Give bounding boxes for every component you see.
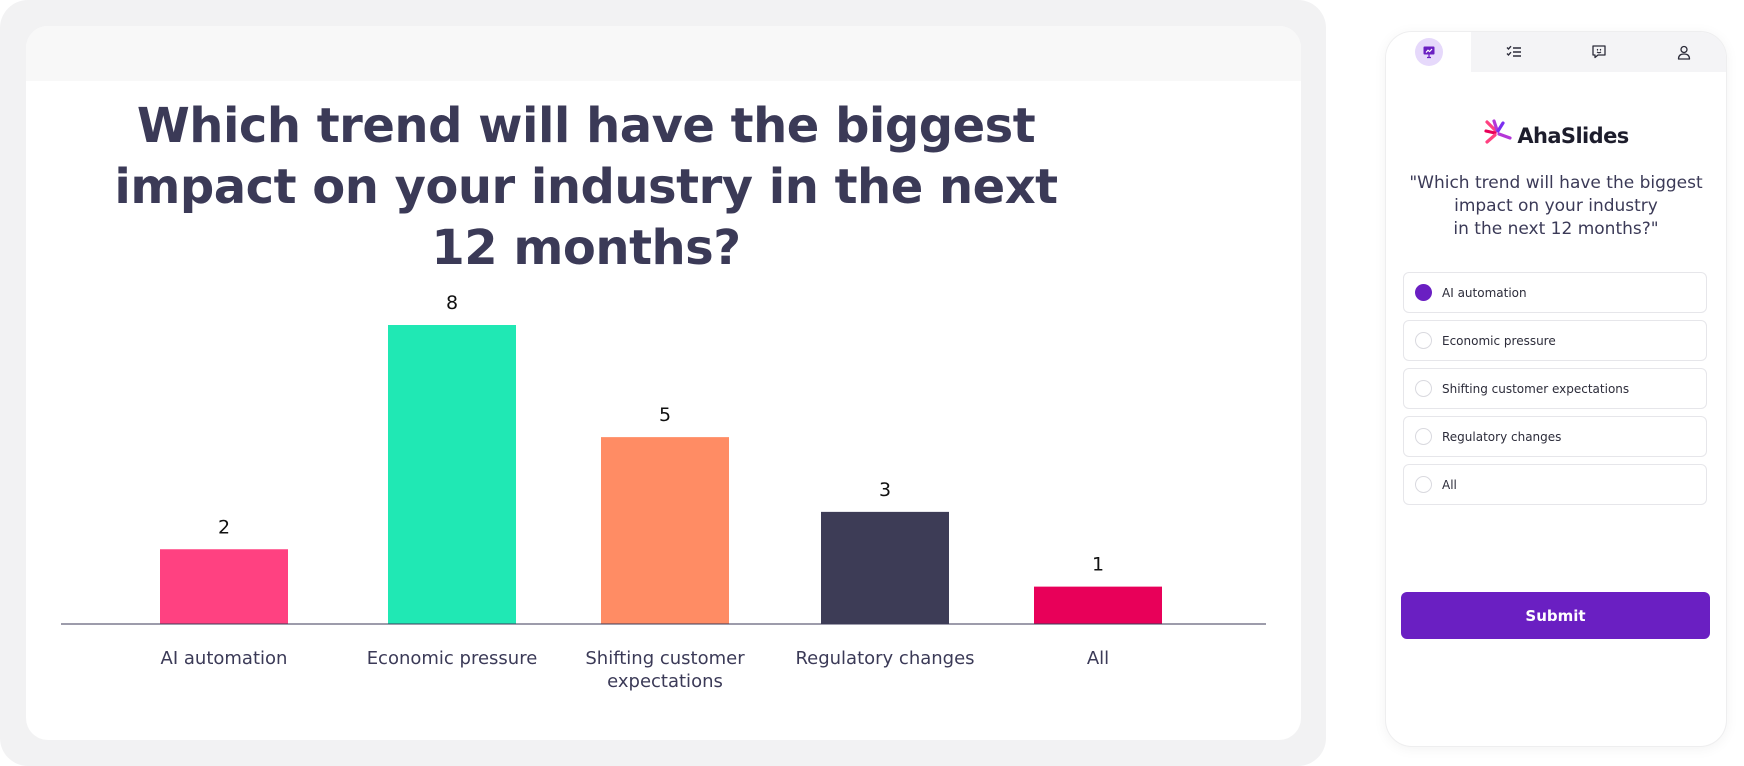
option-regulatory-changes[interactable]: Regulatory changes: [1403, 416, 1707, 457]
phone-question-line: "Which trend will have the biggest: [1409, 173, 1703, 193]
option-label: AI automation: [1442, 285, 1527, 300]
option-label: All: [1442, 477, 1457, 492]
slide-header-bar: [26, 26, 1301, 81]
phone-question-line: in the next 12 months?": [1453, 219, 1659, 239]
radio-unselected[interactable]: [1415, 332, 1432, 349]
chat-icon: [1585, 38, 1613, 66]
option-label: Regulatory changes: [1442, 429, 1562, 444]
bar-value-label: 2: [218, 516, 230, 538]
radio-unselected[interactable]: [1415, 476, 1432, 493]
category-label: AI automation: [161, 648, 288, 669]
bar-value-label: 8: [446, 292, 458, 314]
phone-question: "Which trend will have the biggest impac…: [1406, 172, 1706, 241]
brand-logo: AhaSlides: [1386, 118, 1726, 153]
chat-tab[interactable]: [1556, 32, 1641, 72]
answer-options: AI automation Economic pressure Shifting…: [1403, 272, 1707, 512]
option-all[interactable]: All: [1403, 464, 1707, 505]
phone-question-line: impact on your industry: [1454, 196, 1658, 216]
bar-all: [1034, 586, 1162, 624]
checklist-icon: [1500, 38, 1528, 66]
bar-economic-pressure: [388, 325, 516, 624]
radio-selected[interactable]: [1415, 284, 1432, 301]
user-icon: [1670, 38, 1698, 66]
brand-name: AhaSlides: [1517, 123, 1629, 148]
bar-value-label: 3: [879, 479, 891, 501]
presentation-tab[interactable]: [1386, 32, 1471, 72]
category-label: Regulatory changes: [795, 648, 974, 669]
option-ai-automation[interactable]: AI automation: [1403, 272, 1707, 313]
checklist-tab[interactable]: [1471, 32, 1556, 72]
option-label: Shifting customer expectations: [1442, 381, 1630, 396]
option-label: Economic pressure: [1442, 333, 1556, 348]
submit-button[interactable]: Submit: [1401, 592, 1710, 639]
results-bar-chart: 2 AI automation 8 Economic pressure 5 Shiftin…: [61, 292, 1266, 692]
category-label: Economic pressure: [367, 648, 538, 669]
presentation-frame: Which trend will have the biggest impact…: [0, 0, 1326, 766]
phone-tab-bar: [1386, 32, 1726, 72]
radio-unselected[interactable]: [1415, 428, 1432, 445]
ahaslides-logo-icon: [1483, 118, 1513, 153]
category-label: Shifting customer: [585, 648, 745, 669]
bar-ai-automation: [160, 549, 288, 624]
bar-regulatory-changes: [821, 511, 949, 624]
option-economic-pressure[interactable]: Economic pressure: [1403, 320, 1707, 361]
bar-shifting-customer-expectations: [601, 437, 729, 624]
audience-phone-view: AhaSlides "Which trend will have the big…: [1386, 32, 1726, 746]
option-shifting-customer-expectations[interactable]: Shifting customer expectations: [1403, 368, 1707, 409]
presentation-slide: Which trend will have the biggest impact…: [26, 26, 1301, 740]
radio-unselected[interactable]: [1415, 380, 1432, 397]
bar-value-label: 5: [659, 404, 671, 426]
bar-value-label: 1: [1092, 554, 1104, 576]
slide-question: Which trend will have the biggest impact…: [114, 98, 1058, 276]
category-label: All: [1087, 648, 1109, 669]
category-label: expectations: [607, 671, 723, 692]
profile-tab[interactable]: [1641, 32, 1726, 72]
presentation-icon: [1414, 38, 1443, 66]
